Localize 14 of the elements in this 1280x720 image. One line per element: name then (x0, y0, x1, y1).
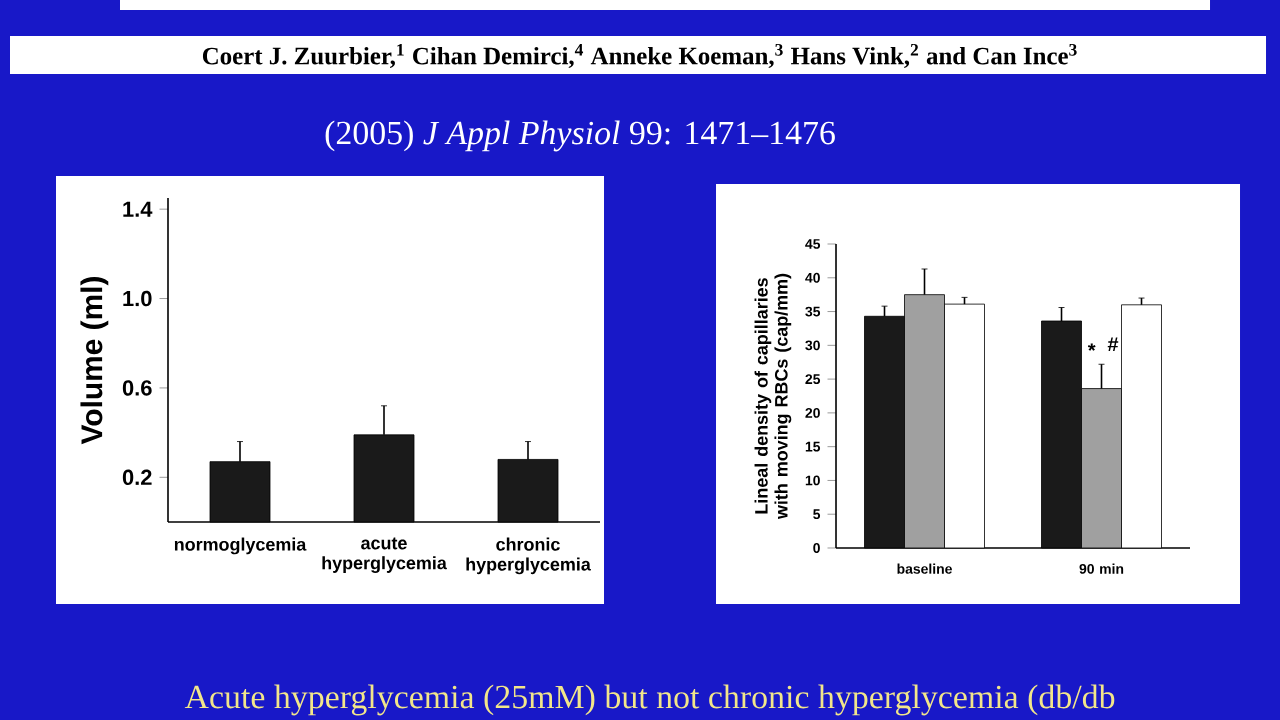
x-tick-label: normoglycemia (174, 537, 307, 555)
y-tick-label: 1.0 (123, 290, 152, 307)
annotation: # (1107, 337, 1119, 352)
text: Acute hyperglycemia (25mM) but not chronic hyperglycemia (db/db (184, 684, 1115, 716)
y-tick-label: 1.4 (123, 201, 153, 217)
x-tick-label: chronic hyperglycemia (466, 537, 591, 575)
annotation: * (1087, 343, 1096, 351)
text: (2005) J Appl Physiol 99: 1471–1476 (325, 120, 835, 152)
y-tick-label: 0.2 (122, 469, 152, 486)
y-tick-label: 0.6 (122, 380, 152, 396)
x-tick-label: acute hyperglycemia (322, 537, 447, 573)
y-axis-title: Lineal density of capillaries with moving RBCs (cap/mm) (754, 273, 792, 520)
y-axis-title: Volume (ml) (80, 277, 109, 445)
text: Coert J. Zuurbier,$^{1}$ Cihan Demirci,$^{4}$ Anneke Koeman,$^{3}$ Hans Vink,$^{2}$ and Can Ince$^{3}$ (202, 43, 1077, 69)
